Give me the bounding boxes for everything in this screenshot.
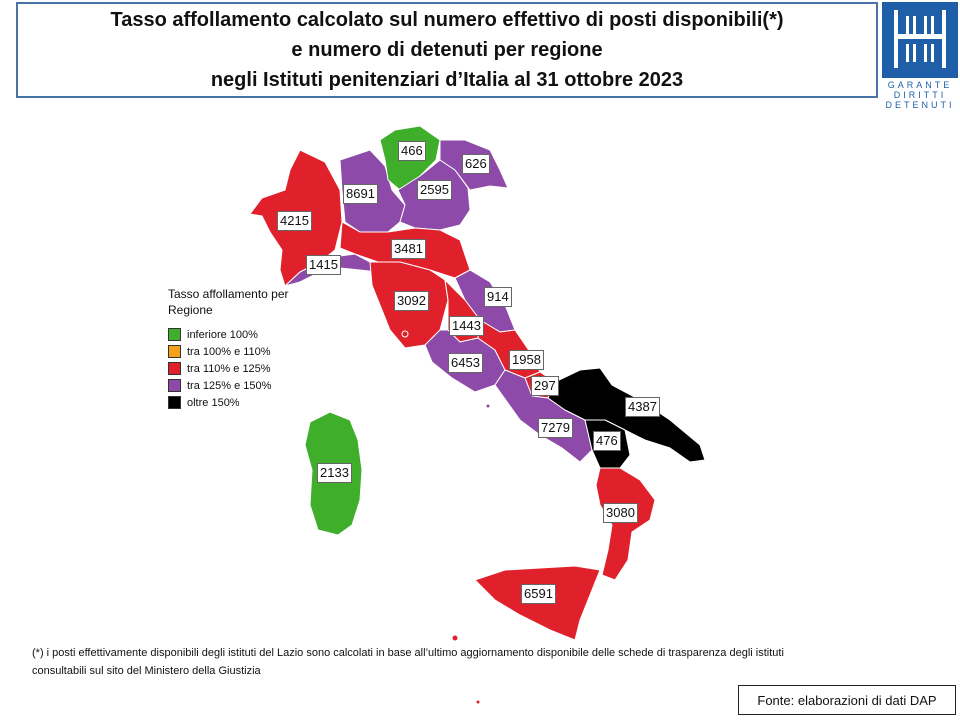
legend-item: tra 100% e 110% bbox=[168, 343, 298, 360]
legend-label: oltre 150% bbox=[187, 396, 240, 409]
region-value-label: 1958 bbox=[509, 350, 544, 370]
legend-swatch-black bbox=[168, 396, 181, 409]
title-line-1: Tasso affollamento calcolato sul numero … bbox=[110, 9, 784, 31]
logo-text-1: GARANTE bbox=[887, 80, 953, 90]
legend-swatch-green bbox=[168, 328, 181, 341]
region-shape-island-3 bbox=[485, 403, 491, 409]
region-value-label: 6591 bbox=[521, 584, 556, 604]
region-value-label: 6453 bbox=[448, 353, 483, 373]
region-shape-island-2 bbox=[475, 699, 481, 705]
title-box: Tasso affollamento calcolato sul numero … bbox=[16, 2, 878, 98]
region-value-label: 8691 bbox=[343, 184, 378, 204]
footnote-line-2: consultabili sul sito del Ministero dell… bbox=[32, 665, 261, 677]
legend-item: inferiore 100% bbox=[168, 326, 298, 343]
region-value-label: 466 bbox=[398, 141, 426, 161]
region-value-label: 476 bbox=[593, 431, 621, 451]
legend-swatch-orange bbox=[168, 345, 181, 358]
region-value-label: 3481 bbox=[391, 239, 426, 259]
legend-label: tra 100% e 110% bbox=[187, 345, 271, 358]
region-value-label: 2595 bbox=[417, 180, 452, 200]
logo-mark-icon bbox=[882, 2, 958, 78]
logo-text-2: DIRITTI bbox=[893, 90, 947, 100]
region-shape-island-1 bbox=[451, 634, 459, 642]
legend-label: inferiore 100% bbox=[187, 328, 258, 341]
region-value-label: 914 bbox=[484, 287, 512, 307]
garante-logo: GARANTE DIRITTI DETENUTI bbox=[882, 2, 958, 110]
region-value-label: 297 bbox=[531, 376, 559, 396]
legend-swatch-purple bbox=[168, 379, 181, 392]
logo-text-3: DETENUTI bbox=[885, 100, 955, 110]
region-shape-elba bbox=[401, 330, 409, 338]
region-value-label: 2133 bbox=[317, 463, 352, 483]
legend-title: Tasso affollamento per Regione bbox=[168, 287, 289, 317]
region-value-label: 4215 bbox=[277, 211, 312, 231]
title-line-2: e numero di detenuti per regione bbox=[291, 39, 603, 61]
region-value-label: 7279 bbox=[538, 418, 573, 438]
region-value-label: 1415 bbox=[306, 255, 341, 275]
footnote: (*) i posti effettivamente disponibili d… bbox=[32, 644, 932, 680]
legend-label: tra 125% e 150% bbox=[187, 379, 272, 392]
title-line-3: negli Istituti penitenziari d’Italia al … bbox=[210, 69, 684, 91]
legend-item: tra 125% e 150% bbox=[168, 377, 298, 394]
region-shape-calabria bbox=[595, 467, 656, 581]
region-value-label: 1443 bbox=[449, 316, 484, 336]
region-value-label: 626 bbox=[462, 154, 490, 174]
legend-label: tra 110% e 125% bbox=[187, 362, 271, 375]
source-text: Fonte: elaborazioni di dati DAP bbox=[757, 692, 937, 708]
legend: Tasso affollamento per Regione inferiore… bbox=[168, 286, 298, 411]
region-value-label: 3092 bbox=[394, 291, 429, 311]
legend-swatch-red bbox=[168, 362, 181, 375]
region-value-label: 3080 bbox=[603, 503, 638, 523]
region-value-label: 4387 bbox=[625, 397, 660, 417]
footnote-line-1: (*) i posti effettivamente disponibili d… bbox=[32, 647, 784, 659]
legend-item: tra 110% e 125% bbox=[168, 360, 298, 377]
legend-item: oltre 150% bbox=[168, 394, 298, 411]
source-box: Fonte: elaborazioni di dati DAP bbox=[738, 685, 956, 715]
